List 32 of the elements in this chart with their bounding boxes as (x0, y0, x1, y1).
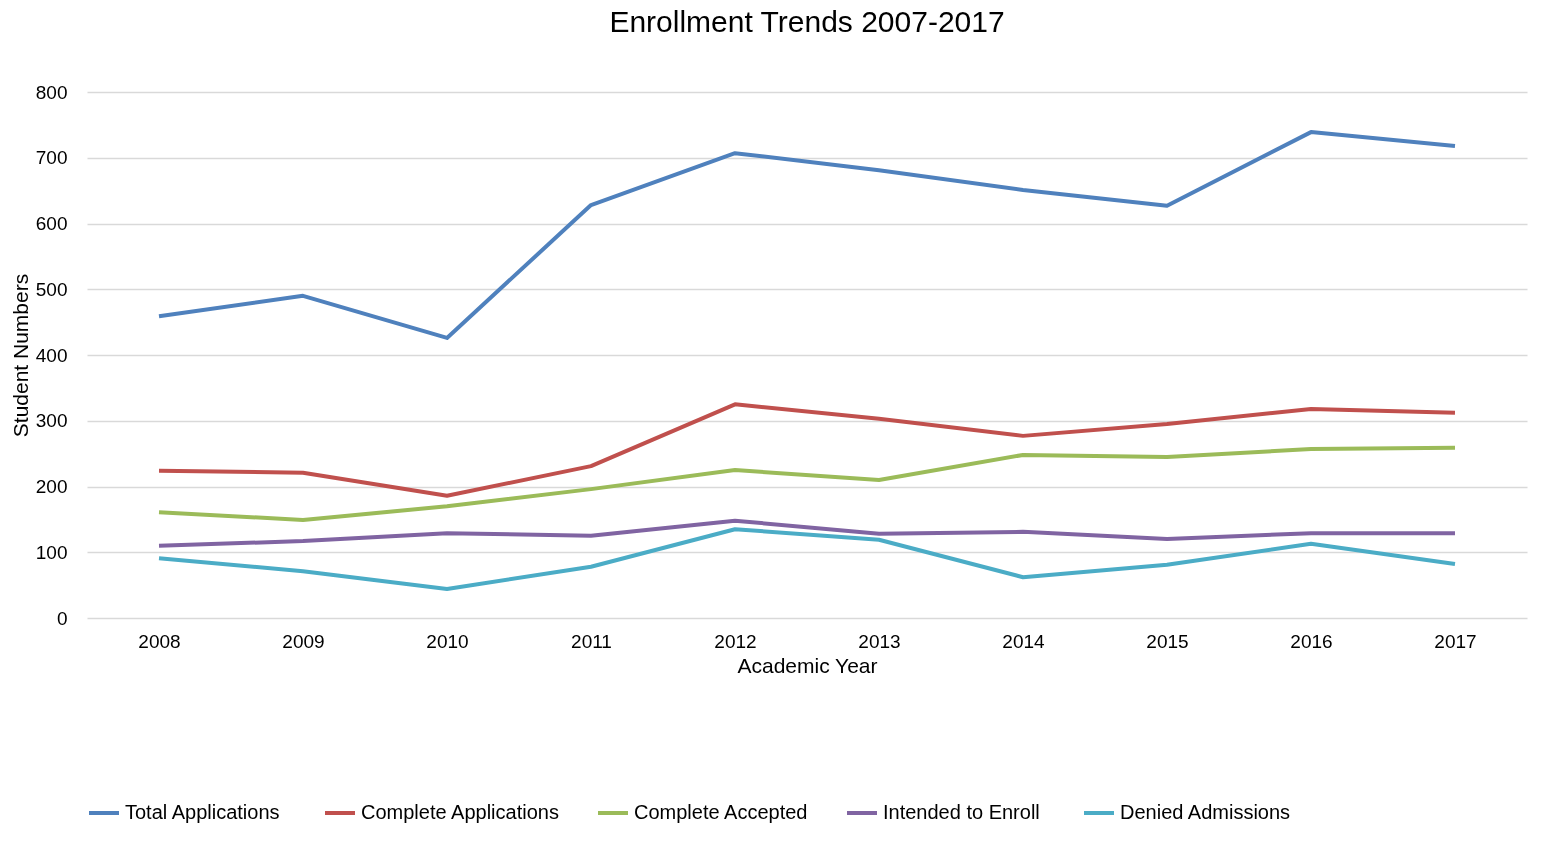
legend-label: Denied Admissions (1120, 801, 1291, 823)
legend-label: Intended to Enroll (883, 801, 1040, 823)
y-axis-title: Student Numbers (8, 273, 32, 438)
y-tick-label: 200 (35, 476, 68, 497)
x-tick-label: 2014 (1002, 630, 1046, 652)
line-series (157, 518, 1457, 548)
x-tick-label: 2015 (1146, 630, 1189, 652)
chart-title: Enrollment Trends 2007-2017 (609, 5, 1005, 38)
x-tick-label: 2012 (714, 630, 757, 652)
y-tick-label: 600 (35, 213, 68, 234)
line-series (157, 445, 1457, 523)
y-tick-label: 400 (35, 344, 68, 366)
y-tick-label: 700 (35, 147, 68, 169)
x-tick-label: 2008 (138, 630, 181, 652)
x-tick-label: 2009 (282, 630, 325, 652)
y-tick-label: 100 (35, 541, 68, 563)
x-axis-title: Academic Year (737, 653, 878, 677)
legend-label: Complete Accepted (634, 801, 808, 823)
x-tick-label: 2011 (571, 630, 612, 652)
y-tick-label: 500 (35, 278, 68, 300)
y-tick-label: 300 (35, 410, 68, 432)
y-tick-label: 800 (35, 81, 68, 103)
line-series (157, 130, 1457, 340)
x-tick-label: 2013 (858, 630, 901, 652)
x-tick-label: 2016 (1290, 630, 1333, 652)
x-tick-label: 2010 (426, 630, 469, 652)
line-series (157, 402, 1457, 498)
line-series (157, 527, 1457, 592)
x-tick-label: 2017 (1434, 630, 1477, 652)
y-tick-label: 0 (56, 607, 68, 629)
legend-label: Complete Applications (361, 801, 559, 823)
legend-label: Total Applications (125, 801, 280, 823)
